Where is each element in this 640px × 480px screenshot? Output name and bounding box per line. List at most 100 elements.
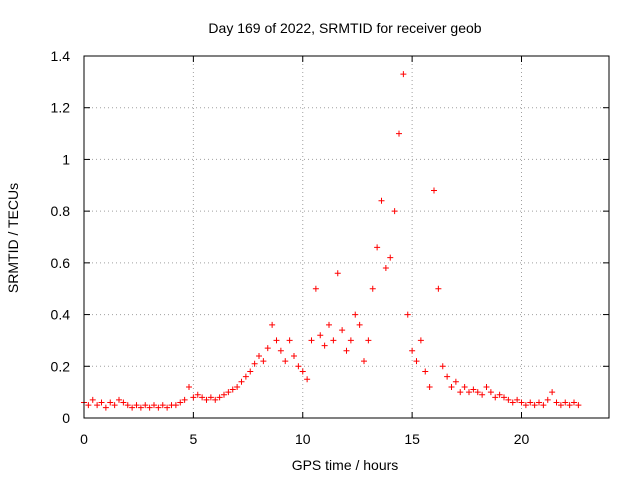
data-point	[273, 337, 280, 344]
data-point	[186, 383, 192, 390]
data-point	[501, 394, 507, 401]
data-point	[199, 394, 206, 401]
data-point	[444, 373, 451, 380]
data-point	[396, 130, 402, 137]
y-tick-label: 0	[62, 410, 70, 426]
data-point	[124, 402, 131, 409]
data-point	[439, 363, 446, 370]
data-point	[216, 394, 223, 401]
y-axis: 0 0.2 0.4 0.6 0.8 1 1.2 1.4	[51, 48, 609, 426]
data-point	[116, 396, 122, 403]
x-axis: 0 5 10 15 20	[80, 56, 529, 447]
x-tick-label: 5	[189, 431, 197, 447]
data-point	[470, 386, 477, 393]
data-point	[317, 332, 324, 339]
data-point	[203, 396, 210, 403]
data-point	[229, 386, 236, 393]
data-point	[111, 402, 118, 409]
data-point	[457, 389, 464, 396]
data-point	[159, 402, 166, 409]
data-point	[234, 383, 241, 390]
data-point	[304, 376, 311, 383]
data-point	[291, 352, 297, 359]
data-point	[225, 389, 232, 396]
y-tick-label: 1	[62, 151, 70, 167]
data-point	[536, 399, 542, 406]
y-tick-label: 0.4	[51, 307, 71, 323]
data-series	[81, 71, 582, 411]
data-point	[378, 197, 385, 204]
data-point	[330, 337, 337, 344]
data-point	[347, 337, 354, 344]
data-point	[540, 402, 547, 409]
data-point	[382, 265, 389, 272]
data-point	[422, 368, 429, 375]
data-point	[295, 363, 302, 370]
y-tick-label: 0.2	[51, 358, 71, 374]
data-point	[518, 399, 525, 406]
data-point	[207, 394, 214, 401]
y-axis-label: SRMTID / TECUs	[5, 183, 21, 293]
data-point	[282, 358, 289, 365]
data-point	[514, 396, 521, 403]
data-point	[557, 402, 564, 409]
data-point	[312, 285, 319, 292]
data-point	[431, 187, 437, 194]
data-point	[181, 396, 188, 403]
grid	[84, 56, 609, 418]
data-point	[269, 321, 276, 328]
data-point	[242, 373, 249, 380]
data-point	[549, 389, 556, 396]
data-point	[129, 404, 136, 411]
data-point	[562, 399, 569, 406]
x-tick-label: 10	[295, 431, 311, 447]
data-point	[164, 404, 171, 411]
data-point	[474, 389, 481, 396]
data-point	[505, 396, 512, 403]
data-point	[575, 402, 582, 409]
data-point	[409, 347, 416, 354]
data-point	[522, 402, 529, 409]
x-tick-label: 20	[514, 431, 530, 447]
data-point	[571, 399, 577, 406]
data-point	[120, 399, 127, 406]
data-point	[94, 402, 101, 409]
data-point	[334, 270, 341, 277]
data-point	[155, 404, 162, 411]
data-point	[251, 360, 258, 367]
data-point	[426, 383, 433, 390]
data-point	[247, 368, 254, 375]
data-point	[89, 396, 96, 403]
data-point	[102, 404, 109, 411]
data-point	[256, 352, 262, 359]
x-tick-label: 15	[404, 431, 420, 447]
y-tick-label: 1.4	[51, 48, 71, 64]
data-point	[238, 378, 245, 385]
data-point	[352, 311, 359, 318]
data-point	[544, 396, 551, 403]
x-axis-label: GPS time / hours	[292, 457, 399, 473]
plot-frame	[83, 55, 610, 419]
data-point	[461, 383, 468, 390]
data-point	[492, 394, 499, 401]
data-point	[417, 337, 424, 344]
data-point	[509, 399, 516, 406]
data-point	[483, 383, 490, 390]
data-point	[221, 391, 227, 398]
data-point	[321, 342, 328, 349]
data-point	[146, 404, 153, 411]
data-point	[391, 208, 398, 215]
data-point	[356, 321, 363, 328]
data-point	[299, 368, 306, 375]
data-point	[361, 358, 367, 365]
data-point	[435, 285, 442, 292]
y-tick-label: 0.8	[51, 203, 71, 219]
data-point	[286, 337, 293, 344]
data-point	[365, 337, 372, 344]
data-point	[85, 402, 92, 409]
data-point	[400, 71, 407, 78]
data-point	[277, 347, 284, 354]
data-point	[190, 394, 197, 401]
